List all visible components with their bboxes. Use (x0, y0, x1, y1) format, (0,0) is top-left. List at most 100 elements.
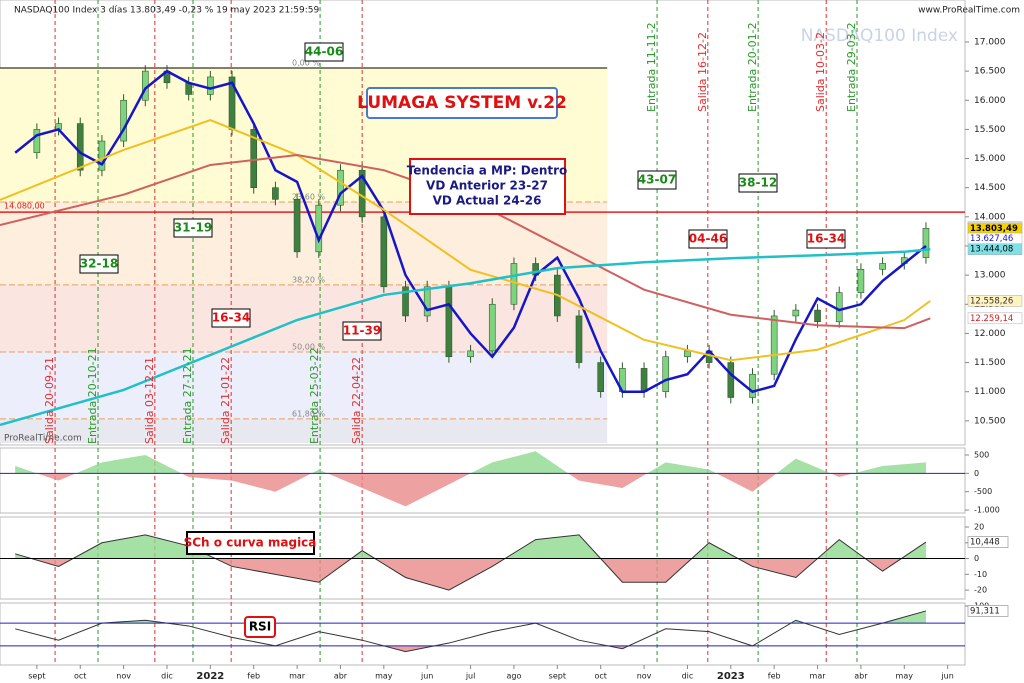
last-value-label: 91,311 (970, 606, 1000, 616)
annotation-box (342, 321, 382, 341)
annotation: 38-12 (739, 176, 777, 190)
candle (597, 362, 604, 393)
y-tick-label: 0 (974, 554, 979, 563)
signal-label: Salida 20-09-21 (43, 357, 56, 444)
trend-line: VD Actual 24-26 (433, 194, 542, 208)
signal-label: Entrada 11-11-2 (645, 22, 658, 112)
x-tick-label: nov (116, 672, 131, 681)
last-value-box (967, 536, 1009, 548)
y-tick-label: -10 (974, 570, 987, 579)
annotation: 31-19 (174, 221, 212, 235)
annotation: 32-18 (80, 257, 118, 271)
annotation: SCh o curva magica (184, 536, 317, 550)
signal-label: Entrada 27-12-21 (181, 347, 194, 444)
fib-label: 50,00 % (292, 342, 325, 351)
x-tick-label: abr (334, 672, 348, 681)
y-tick-label: 20 (974, 522, 984, 531)
candle (250, 129, 258, 188)
x-tick-label: 2023 (717, 671, 745, 682)
x-tick-label: jun (420, 672, 433, 681)
candle (337, 169, 344, 206)
y-tick-label: 11.000 (974, 387, 1006, 397)
x-tick-label: may (375, 672, 393, 681)
fib-label: 23,60 % (292, 193, 325, 202)
candle (272, 187, 279, 200)
candle (380, 216, 388, 288)
signal-label: Entrada 25-03-22 (308, 347, 321, 444)
y-tick-label: -500 (974, 487, 992, 496)
candle (98, 140, 106, 171)
signal-label: Salida 10-03-2 (814, 32, 827, 112)
annotation-box (738, 173, 778, 193)
candle (684, 350, 691, 358)
osc-area-negative (15, 473, 926, 507)
candle (467, 350, 474, 358)
signal-label: Salida 03-12-21 (143, 357, 156, 444)
candle (488, 303, 496, 352)
y-tick-label: 11.500 (974, 358, 1006, 368)
x-tick-label: oct (594, 672, 606, 681)
trend-line: Tendencia a MP: Dentro (407, 164, 568, 178)
x-tick-label: feb (247, 672, 260, 681)
x-tick-label: oct (74, 672, 86, 681)
last-value-label: 10,448 (970, 538, 1000, 548)
candle (293, 199, 301, 253)
y-tick-label: 12.000 (974, 329, 1006, 339)
panel-frame (0, 447, 966, 514)
x-tick-label: feb (768, 672, 781, 681)
candle (814, 309, 821, 323)
annotation: 04-46 (689, 232, 727, 246)
x-tick-label: sept (28, 672, 45, 681)
candle (402, 286, 409, 317)
price-label: 13.444,08 (970, 245, 1013, 255)
candle (835, 292, 843, 323)
x-tick-label: sept (549, 672, 566, 681)
y-tick-label: 17.000 (974, 37, 1006, 47)
price-label: 13.803,49 (970, 224, 1018, 234)
fib-zone (0, 418, 608, 443)
trend-box (409, 158, 566, 215)
annotation: 16-34 (212, 311, 250, 325)
signal-label: Salida 21-01-22 (219, 357, 232, 444)
annotation-box (688, 229, 728, 249)
signal-label: Salida 16-12-2 (696, 32, 709, 112)
trend-line: VD Anterior 23-27 (426, 179, 548, 193)
x-tick-label: abr (854, 672, 868, 681)
x-tick-label: jul (465, 672, 476, 681)
annotation-box (79, 254, 119, 274)
ma-line (0, 247, 931, 427)
candle (922, 227, 930, 258)
price-label: 12.259,14 (970, 314, 1013, 324)
title: LUMAGA SYSTEM v.22 (357, 93, 567, 113)
signal-label: Entrada 20-01-2 (746, 22, 759, 112)
x-tick-label: dic (682, 672, 694, 681)
price-label-box (967, 312, 1023, 325)
osc-area-positive (15, 534, 926, 559)
candle (879, 263, 886, 270)
fib-label: 38,20 % (292, 275, 325, 284)
y-tick-label: 500 (974, 450, 989, 459)
x-tick-label: ago (507, 672, 522, 681)
annotation: 43-07 (638, 173, 676, 187)
signal-label: Entrada 20-10-21 (86, 347, 99, 444)
x-tick-label: may (896, 672, 914, 681)
panel-frame (0, 602, 966, 666)
fib-zone (0, 351, 608, 419)
panel-frame (0, 0, 966, 446)
ma-line (14, 69, 927, 394)
y-tick-label: 13.000 (974, 271, 1006, 281)
x-tick-label: dic (161, 672, 173, 681)
x-tick-label: 2022 (196, 671, 224, 682)
candle (749, 373, 756, 398)
price-label-box (967, 295, 1023, 307)
annotation-box (173, 218, 213, 238)
signal-label: Entrada 29-03-2 (845, 22, 858, 112)
x-tick-label: nov (637, 672, 652, 681)
annotation-box (304, 42, 344, 62)
y-tick-label: -1.000 (974, 506, 1000, 515)
title-box (366, 87, 558, 119)
candle (33, 129, 41, 154)
osc-area-negative (31, 558, 902, 591)
candle (857, 268, 865, 293)
